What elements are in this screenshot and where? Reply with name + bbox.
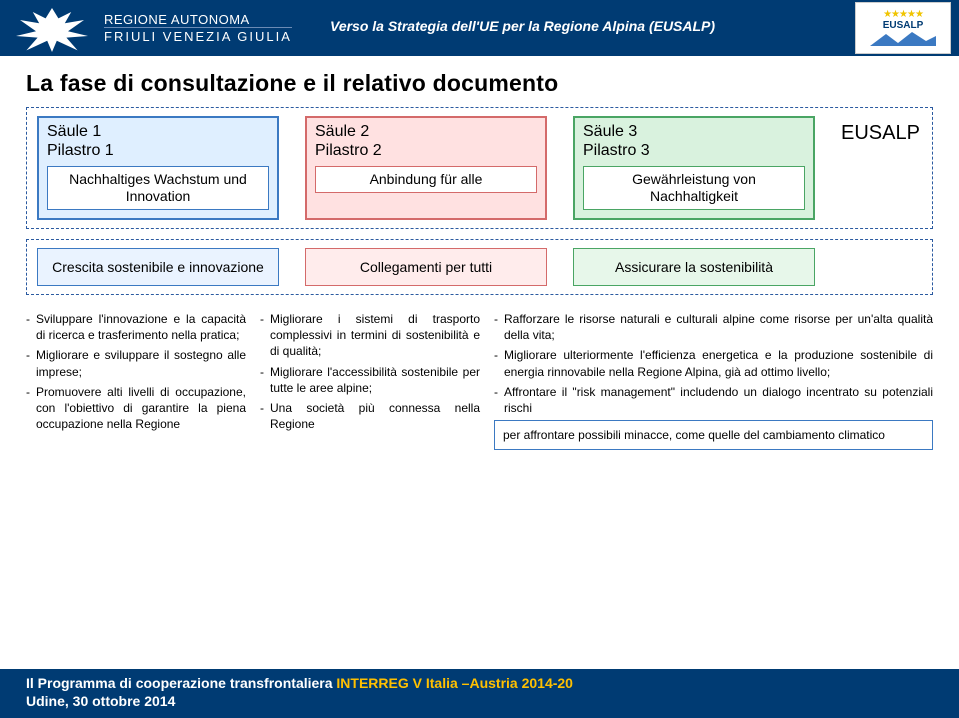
eusalp-label: EUSALP <box>841 116 920 145</box>
region-line1: REGIONE AUTONOMA <box>104 12 292 27</box>
bullet-text: Sviluppare l'innovazione e la capacità d… <box>36 311 246 343</box>
highlight-box: per affrontare possibili minacce, come q… <box>494 420 933 450</box>
footer-band: Il Programma di cooperazione transfronta… <box>0 669 959 718</box>
logo-stars-icon: ★★★★★ <box>883 9 923 20</box>
footer-line1: Il Programma di cooperazione transfronta… <box>26 675 933 693</box>
footer-line1-b: INTERREG V Italia –Austria 2014-20 <box>336 675 573 691</box>
logo-text: EUSALP <box>883 20 924 31</box>
eusalp-logo: ★★★★★ EUSALP <box>855 2 951 54</box>
list-item: -Migliorare i sistemi di trasporto compl… <box>260 311 480 360</box>
bullet-columns: -Sviluppare l'innovazione e la capacità … <box>26 311 933 450</box>
list-item: -Affrontare il "risk management" include… <box>494 384 933 416</box>
bullet-text: Promuovere alti livelli di occupazione, … <box>36 384 246 433</box>
col-3: -Rafforzare le risorse naturali e cultur… <box>494 311 933 450</box>
pillar-3-de: Säule 3 <box>583 122 805 141</box>
list-item: -Una società più connessa nella Regione <box>260 400 480 432</box>
bullet-text: Migliorare l'accessibilità sostenibile p… <box>270 364 480 396</box>
pillar-2-sub: Anbindung für alle <box>315 166 537 193</box>
pillar-3-sub: Gewährleistung von Nachhaltigkeit <box>583 166 805 210</box>
footer-line1-a: Il Programma di cooperazione transfronta… <box>26 675 336 691</box>
pillar-1-sub: Nachhaltiges Wachstum und Innovation <box>47 166 269 210</box>
page-title: La fase di consultazione e il relativo d… <box>26 70 933 97</box>
bullet-text: Migliorare e sviluppare il sostegno alle… <box>36 347 246 379</box>
region-line2: FRIULI VENEZIA GIULIA <box>104 27 292 44</box>
list-item: -Rafforzare le risorse naturali e cultur… <box>494 311 933 343</box>
italian-row: Crescita sostenibile e innovazione Colle… <box>26 239 933 295</box>
header-band: REGIONE AUTONOMA FRIULI VENEZIA GIULIA V… <box>0 0 959 56</box>
region-name: REGIONE AUTONOMA FRIULI VENEZIA GIULIA <box>104 12 292 44</box>
pillars-row: Säule 1 Pilastro 1 Nachhaltiges Wachstum… <box>26 107 933 229</box>
pillar-2: Säule 2 Pilastro 2 Anbindung für alle <box>305 116 547 220</box>
list-item: -Sviluppare l'innovazione e la capacità … <box>26 311 246 343</box>
pillar-1: Säule 1 Pilastro 1 Nachhaltiges Wachstum… <box>37 116 279 220</box>
pillar-1-it: Pilastro 1 <box>47 141 269 160</box>
pillar-2-de: Säule 2 <box>315 122 537 141</box>
it-box-2: Collegamenti per tutti <box>305 248 547 286</box>
list-item: -Migliorare e sviluppare il sostegno all… <box>26 347 246 379</box>
it-box-3: Assicurare la sostenibilità <box>573 248 815 286</box>
list-item: -Migliorare l'accessibilità sostenibile … <box>260 364 480 396</box>
pillar-1-de: Säule 1 <box>47 122 269 141</box>
pillar-3-it: Pilastro 3 <box>583 141 805 160</box>
header-subtitle: Verso la Strategia dell'UE per la Region… <box>330 18 715 34</box>
pillar-3: Säule 3 Pilastro 3 Gewährleistung von Na… <box>573 116 815 220</box>
content-area: La fase di consultazione e il relativo d… <box>0 56 959 450</box>
col-2: -Migliorare i sistemi di trasporto compl… <box>260 311 480 450</box>
bullet-text: Migliorare i sistemi di trasporto comple… <box>270 311 480 360</box>
bullet-text: Migliorare ulteriormente l'efficienza en… <box>504 347 933 379</box>
bullet-text: Affrontare il "risk management" includen… <box>504 384 933 416</box>
bullet-text: Rafforzare le risorse naturali e cultura… <box>504 311 933 343</box>
footer-line2: Udine, 30 ottobre 2014 <box>26 693 933 711</box>
bullet-text: Una società più connessa nella Regione <box>270 400 480 432</box>
list-item: -Promuovere alti livelli di occupazione,… <box>26 384 246 433</box>
it-box-1: Crescita sostenibile e innovazione <box>37 248 279 286</box>
list-item: -Migliorare ulteriormente l'efficienza e… <box>494 347 933 379</box>
col-1: -Sviluppare l'innovazione e la capacità … <box>26 311 246 450</box>
eagle-logo-icon <box>8 4 96 52</box>
pillar-2-it: Pilastro 2 <box>315 141 537 160</box>
mountain-icon <box>868 31 938 47</box>
